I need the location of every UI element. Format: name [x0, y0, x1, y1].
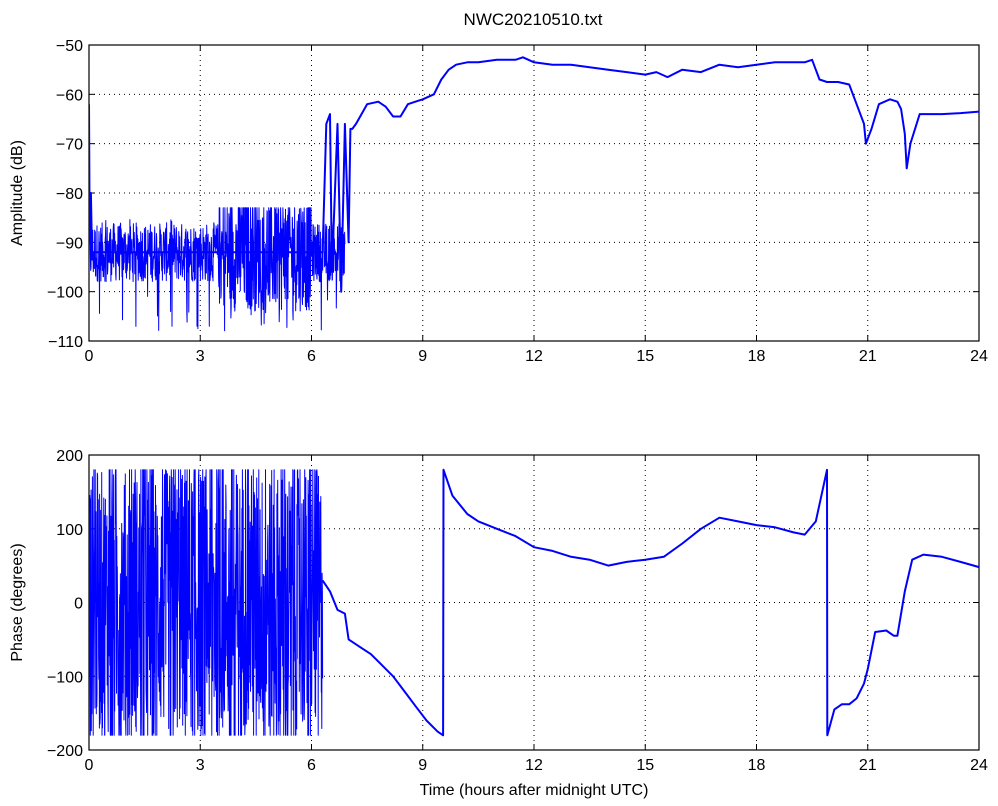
x-tick-label: 6: [307, 757, 316, 774]
y-tick-label: −50: [56, 38, 83, 55]
data-series-line: [89, 56, 979, 293]
y-tick-label: 100: [56, 522, 83, 539]
y-tick-label: −90: [56, 235, 83, 252]
y-tick-label: 0: [74, 596, 83, 613]
x-tick-label: 6: [307, 348, 316, 365]
x-tick-label: 9: [418, 757, 427, 774]
x-tick-label: 9: [418, 348, 427, 365]
y-tick-label: −80: [56, 186, 83, 203]
x-tick-label: 18: [748, 757, 766, 774]
x-tick-label: 24: [970, 348, 988, 365]
x-tick-label: 15: [636, 757, 654, 774]
x-tick-label: 15: [636, 348, 654, 365]
y-tick-label: −200: [47, 743, 83, 760]
x-tick-label: 0: [85, 757, 94, 774]
y-tick-label: −70: [56, 137, 83, 154]
x-tick-label: 21: [859, 757, 877, 774]
amplitude-plot: 0 3 6 9 12 15 18 21 24 −110 −100 −90 −80 −70 −60 −50 Amp…: [9, 38, 988, 365]
phase-plot: 0 3 6 9 12 15 18 21 24 −200 −100 0 100 200 Phase (degr…: [9, 448, 988, 799]
y-tick-label: −100: [47, 669, 83, 686]
y-tick-label: −110: [48, 334, 83, 351]
y-tick-label: −100: [47, 285, 83, 302]
data-series-line: [321, 468, 979, 737]
x-tick-label: 18: [748, 348, 766, 365]
x-tick-label: 24: [970, 757, 988, 774]
y-axis-label: Phase (degrees): [9, 543, 26, 661]
x-tick-label: 21: [859, 348, 877, 365]
figure-title: NWC20210510.txt: [464, 10, 603, 29]
noisy-data-segment: [89, 469, 324, 736]
x-tick-label: 3: [196, 757, 205, 774]
x-tick-label: 0: [85, 348, 94, 365]
x-tick-label: 12: [525, 757, 543, 774]
x-axis-label: Time (hours after midnight UTC): [420, 782, 649, 799]
y-tick-label: 200: [56, 448, 83, 465]
y-tick-label: −60: [56, 87, 83, 104]
x-tick-label: 12: [525, 348, 543, 365]
y-axis-label: Amplitude (dB): [9, 140, 26, 246]
x-tick-label: 3: [196, 348, 205, 365]
